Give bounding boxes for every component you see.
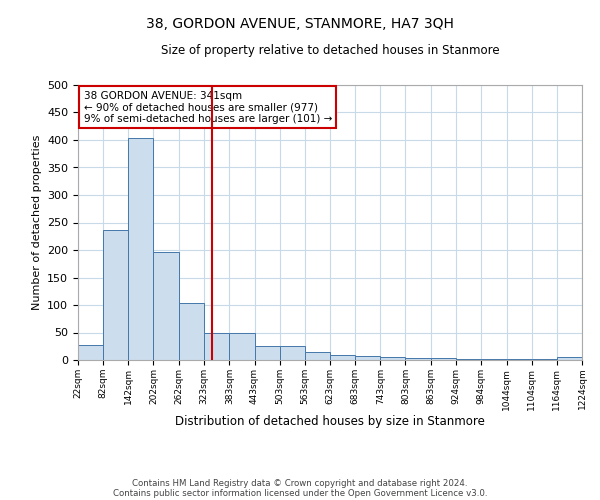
Bar [103, 230, 128, 360]
Bar [305, 352, 330, 360]
Bar [254, 346, 280, 360]
Bar [557, 357, 582, 360]
Text: Contains HM Land Registry data © Crown copyright and database right 2024.: Contains HM Land Registry data © Crown c… [132, 478, 468, 488]
Bar [406, 358, 431, 360]
Text: 38, GORDON AVENUE, STANMORE, HA7 3QH: 38, GORDON AVENUE, STANMORE, HA7 3QH [146, 18, 454, 32]
Title: Size of property relative to detached houses in Stanmore: Size of property relative to detached ho… [161, 44, 499, 58]
Bar [78, 345, 103, 360]
Bar [229, 332, 254, 360]
Bar [355, 356, 380, 360]
Bar [456, 359, 481, 360]
Bar [128, 138, 154, 360]
Bar [204, 333, 229, 360]
Bar [431, 358, 456, 360]
X-axis label: Distribution of detached houses by size in Stanmore: Distribution of detached houses by size … [175, 415, 485, 428]
Y-axis label: Number of detached properties: Number of detached properties [32, 135, 41, 310]
Bar [179, 303, 204, 360]
Bar [154, 252, 179, 360]
Text: 38 GORDON AVENUE: 341sqm
← 90% of detached houses are smaller (977)
9% of semi-d: 38 GORDON AVENUE: 341sqm ← 90% of detach… [83, 90, 332, 124]
Bar [380, 357, 406, 360]
Bar [280, 346, 305, 360]
Bar [330, 355, 355, 360]
Text: Contains public sector information licensed under the Open Government Licence v3: Contains public sector information licen… [113, 488, 487, 498]
